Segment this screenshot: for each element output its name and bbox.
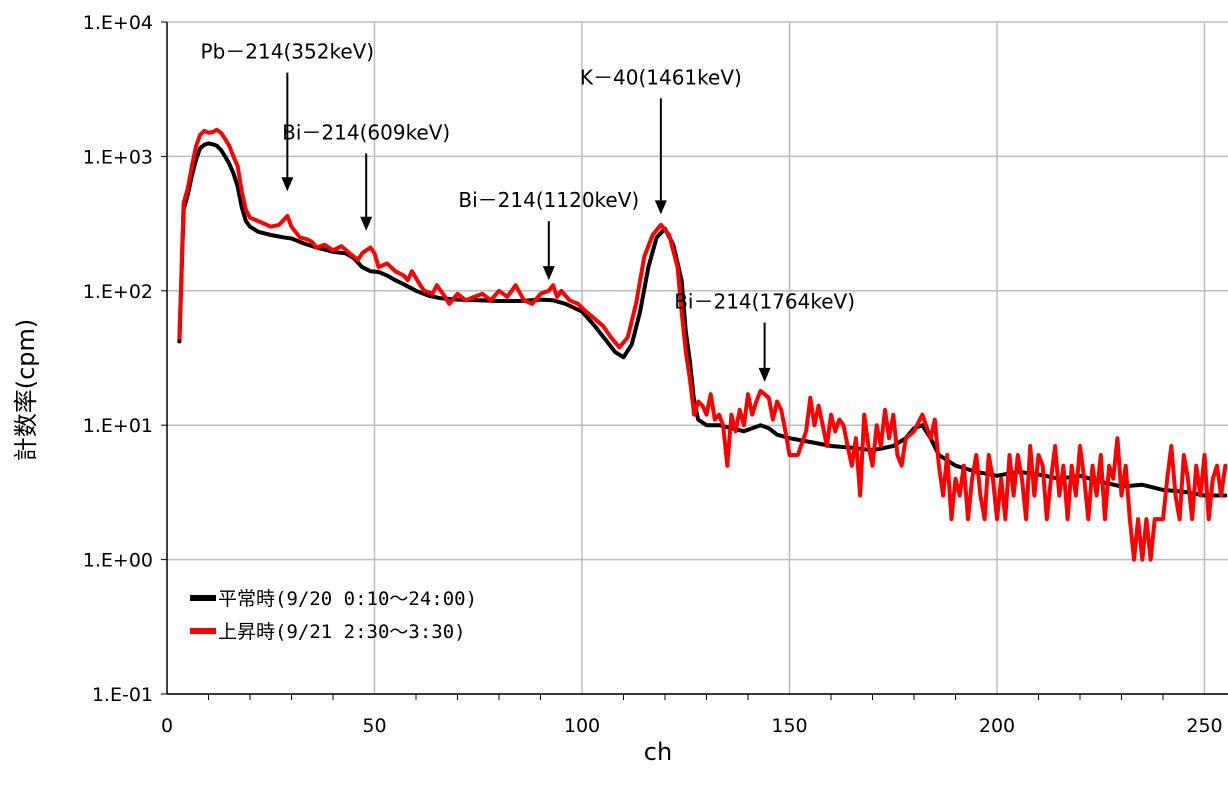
legend-label-1: 平常時(9/20 0:10～24:00) <box>218 588 477 610</box>
annotation-label: Bi－214(1120keV) <box>458 188 639 212</box>
annotation-arrow-head <box>758 367 771 382</box>
y-axis-ticks: 1.E-01 1.E+00 1.E+01 1.E+02 1.E+03 1.E+04 <box>83 12 167 706</box>
annotation-arrow-head <box>654 200 667 215</box>
x-axis-title: ch <box>644 738 672 766</box>
y-tick-label: 1.E+04 <box>83 12 153 34</box>
y-axis-title: 計数率(cpm) <box>12 319 40 462</box>
legend-label-2: 上昇時(9/21 2:30～3:30) <box>218 621 466 643</box>
annotation-arrow-head <box>360 216 373 231</box>
y-tick-label: 1.E+02 <box>83 281 153 303</box>
y-tick-label: 1.E+01 <box>83 415 153 437</box>
annotation-label: Bi－214(609keV) <box>282 121 450 145</box>
annotation-arrow-head <box>281 177 294 192</box>
x-tick-label: 0 <box>161 715 173 737</box>
annotation-label: Pb－214(352keV) <box>201 40 375 64</box>
plot-frame <box>166 22 1228 700</box>
series-line-1 <box>177 141 1228 498</box>
annotation-label: Bi－214(1764keV) <box>674 290 855 314</box>
x-tick-label: 50 <box>362 715 386 737</box>
x-tick-label: 100 <box>564 715 600 737</box>
x-tick-label: 250 <box>1186 715 1222 737</box>
grid-lines <box>167 21 1228 695</box>
annotation-arrow-head <box>542 266 555 281</box>
y-tick-label: 1.E-01 <box>92 684 153 706</box>
x-tick-label: 150 <box>771 715 807 737</box>
series-line-2 <box>177 127 1228 562</box>
peak-annotations: Pb－214(352keV) Bi－214(609keV) Bi－214(1120k… <box>201 40 855 382</box>
series-layer <box>177 127 1228 562</box>
y-tick-label: 1.E+00 <box>83 550 153 572</box>
annotation-label: K－40(1461keV) <box>580 65 742 89</box>
y-tick-label: 1.E+03 <box>83 146 153 168</box>
x-tick-label: 200 <box>979 715 1015 737</box>
legend: 平常時(9/20 0:10～24:00) 上昇時(9/21 2:30～3:30) <box>190 588 477 643</box>
x-axis-ticks: 0 50 100 150 200 250 <box>161 715 1223 737</box>
